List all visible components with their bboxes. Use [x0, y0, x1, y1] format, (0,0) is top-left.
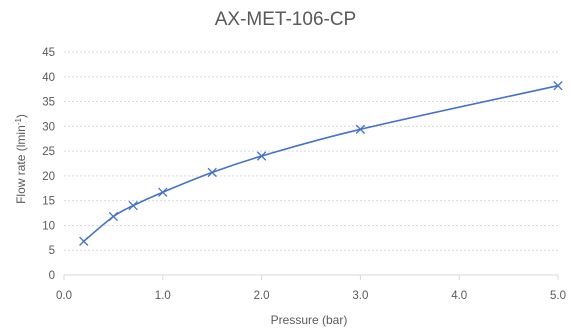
x-axis-label: Pressure (bar) — [271, 313, 348, 327]
y-tick-label: 35 — [42, 97, 55, 109]
y-tick-label: 40 — [42, 72, 55, 84]
marker-stroke — [256, 151, 267, 161]
series-line — [83, 84, 559, 242]
data-point-marker — [108, 211, 119, 222]
y-axis-label-suffix: ) — [14, 114, 28, 118]
y-tick-label: 10 — [42, 220, 55, 232]
chart-title: AX-MET-106-CP — [215, 9, 356, 30]
marker-stroke — [79, 236, 89, 246]
data-point-marker — [158, 187, 168, 197]
y-tick-label: 5 — [49, 245, 55, 257]
data-point-marker — [256, 151, 267, 161]
y-tick-label: 25 — [42, 146, 55, 158]
x-tick-label: 0.0 — [56, 290, 72, 302]
x-tick-label: 1.0 — [155, 290, 171, 302]
marker-stroke — [108, 211, 119, 222]
data-point-marker — [128, 200, 138, 211]
x-tick-label: 2.0 — [254, 290, 270, 302]
marker-stroke — [207, 167, 217, 178]
x-tick-label: 3.0 — [352, 290, 368, 302]
tick-labels: 0 5 10 15 20 25 30 35 40 45 0.0 1.0 2.0 3.0 4.0 5.0 — [42, 47, 566, 302]
y-tick-label: 20 — [42, 171, 55, 183]
y-axis-label: Flow rate (lmin-1) — [14, 114, 28, 204]
axes — [63, 274, 559, 280]
y-tick-label: 30 — [42, 121, 55, 133]
y-tick-label: 0 — [49, 270, 55, 282]
marker-stroke — [128, 200, 138, 211]
y-axis-label-superscript: -1 — [14, 118, 23, 126]
x-tick-label: 5.0 — [550, 290, 566, 302]
data-series — [79, 81, 563, 246]
data-point-marker — [207, 167, 217, 178]
grid-lines — [64, 51, 558, 251]
data-point-marker — [553, 81, 563, 91]
data-point-marker — [355, 124, 366, 134]
y-tick-label: 45 — [42, 47, 55, 59]
marker-stroke — [355, 124, 366, 134]
marker-stroke — [158, 187, 168, 197]
y-tick-label: 15 — [42, 196, 55, 208]
y-axis-label-main: Flow rate (lmin — [14, 125, 28, 204]
data-point-marker — [79, 236, 89, 246]
marker-stroke — [553, 81, 563, 91]
x-tick-label: 4.0 — [451, 290, 467, 302]
